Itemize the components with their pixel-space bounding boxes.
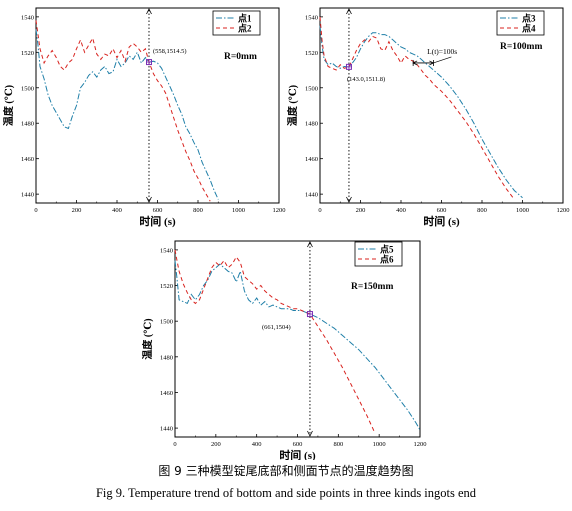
x-tick-label: 200	[211, 441, 221, 448]
legend-label-1: 点5	[380, 244, 394, 255]
x-tick-label: 400	[396, 207, 406, 214]
span-label: L(t)=100s	[427, 47, 457, 56]
figure-canvas: 0 200 400 600 800 1000 1200 1440 1460 1480 1500 152…	[2, 7, 570, 460]
series-line-2	[174, 249, 376, 434]
x-tick-label: 800	[193, 207, 203, 214]
chart-panel-2: 0 200 400 600 800 1000 1200 1440 1460 1480 1500 152…	[286, 7, 570, 228]
marker-arrow-up	[307, 241, 313, 248]
y-tick-label: 1520	[305, 50, 318, 57]
legend-label-1: 点3	[522, 13, 536, 24]
x-tick-label: 200	[72, 207, 82, 214]
span-leader	[433, 56, 452, 64]
y-tick-label: 1460	[21, 156, 34, 163]
legend-box	[212, 10, 261, 36]
marker-arrow-down	[307, 430, 313, 437]
y-tick-label: 1500	[21, 85, 34, 92]
y-tick-label: 1460	[160, 390, 173, 397]
marker-arrow-down	[346, 196, 352, 203]
figure-caption-chinese: 图 9 三种模型锭尾底部和侧面节点的温度趋势图	[158, 464, 414, 478]
legend-box	[496, 10, 545, 36]
x-axis-label: 时间 (s)	[279, 448, 316, 460]
y-tick-label: 1480	[160, 354, 173, 361]
x-tick-label: 0	[173, 441, 176, 448]
intersection-label: (558,1514.5)	[153, 48, 187, 55]
y-tick-label: 1540	[21, 14, 34, 21]
x-tick-label: 0	[34, 207, 37, 214]
radius-label: R=0mm	[224, 52, 257, 62]
radius-label: R=150mm	[351, 282, 393, 292]
x-tick-label: 1200	[273, 207, 286, 214]
plot-frame	[319, 7, 564, 204]
legend-label-2: 点2	[238, 23, 252, 34]
intersection-label: (661,1504)	[262, 324, 291, 331]
marker-arrow-up	[346, 8, 352, 15]
y-tick-label: 1480	[21, 121, 34, 128]
legend-label-2: 点4	[522, 23, 536, 34]
y-tick-label: 1520	[21, 50, 34, 57]
x-tick-label: 1200	[414, 441, 427, 448]
x-tick-label: 200	[356, 207, 366, 214]
x-tick-label: 1000	[516, 207, 529, 214]
plot-frame	[174, 240, 421, 438]
legend-label-1: 点1	[238, 13, 252, 24]
x-tick-label: 600	[437, 207, 447, 214]
x-tick-label: 800	[477, 207, 487, 214]
legend-box	[354, 241, 403, 267]
y-tick-label: 1540	[160, 247, 173, 254]
marker-arrow-up	[146, 8, 152, 15]
legend-label-2: 点6	[380, 254, 394, 265]
series-line-1	[174, 260, 421, 431]
y-tick-label: 1480	[305, 121, 318, 128]
series-line-2	[35, 20, 211, 202]
radius-label: R=100mm	[500, 42, 542, 52]
y-tick-label: 1440	[160, 426, 173, 433]
y-tick-label: 1440	[21, 192, 34, 199]
y-tick-label: 1440	[305, 192, 318, 199]
intersection-label: (143.0,1511.8)	[347, 76, 385, 83]
x-tick-label: 1000	[232, 207, 245, 214]
x-tick-label: 600	[293, 441, 303, 448]
plot-frame	[35, 7, 280, 204]
series-line-2	[319, 16, 515, 200]
y-tick-label: 1540	[305, 14, 318, 21]
marker-arrow-down	[146, 196, 152, 203]
x-tick-label: 1000	[373, 441, 386, 448]
y-tick-label: 1500	[160, 319, 173, 326]
y-axis-label: 温度 (℃)	[141, 318, 154, 359]
y-tick-label: 1460	[305, 156, 318, 163]
y-tick-label: 1500	[305, 85, 318, 92]
x-axis-label: 时间 (s)	[139, 214, 176, 228]
x-tick-label: 0	[318, 207, 321, 214]
x-tick-label: 1200	[557, 207, 570, 214]
x-tick-label: 400	[252, 441, 262, 448]
y-axis-label: 温度 (℃)	[2, 85, 15, 126]
y-axis-label: 温度 (℃)	[286, 85, 299, 126]
span-arrow-left	[412, 60, 418, 66]
x-axis-label: 时间 (s)	[423, 214, 460, 228]
x-tick-label: 600	[153, 207, 163, 214]
series-line-1	[319, 25, 523, 199]
series-line-1	[35, 29, 219, 200]
figure-caption-english: Fig 9. Temperature trend of bottom and s…	[95, 486, 477, 500]
chart-panel-1: 0 200 400 600 800 1000 1200 1440 1460 1480 1500 152…	[2, 7, 286, 228]
chart-panel-3: 0 200 400 600 800 1000 1200 1440 1460 1480 1500 152…	[141, 240, 427, 460]
y-tick-label: 1520	[160, 283, 173, 290]
x-tick-label: 400	[112, 207, 122, 214]
x-tick-label: 800	[333, 441, 343, 448]
